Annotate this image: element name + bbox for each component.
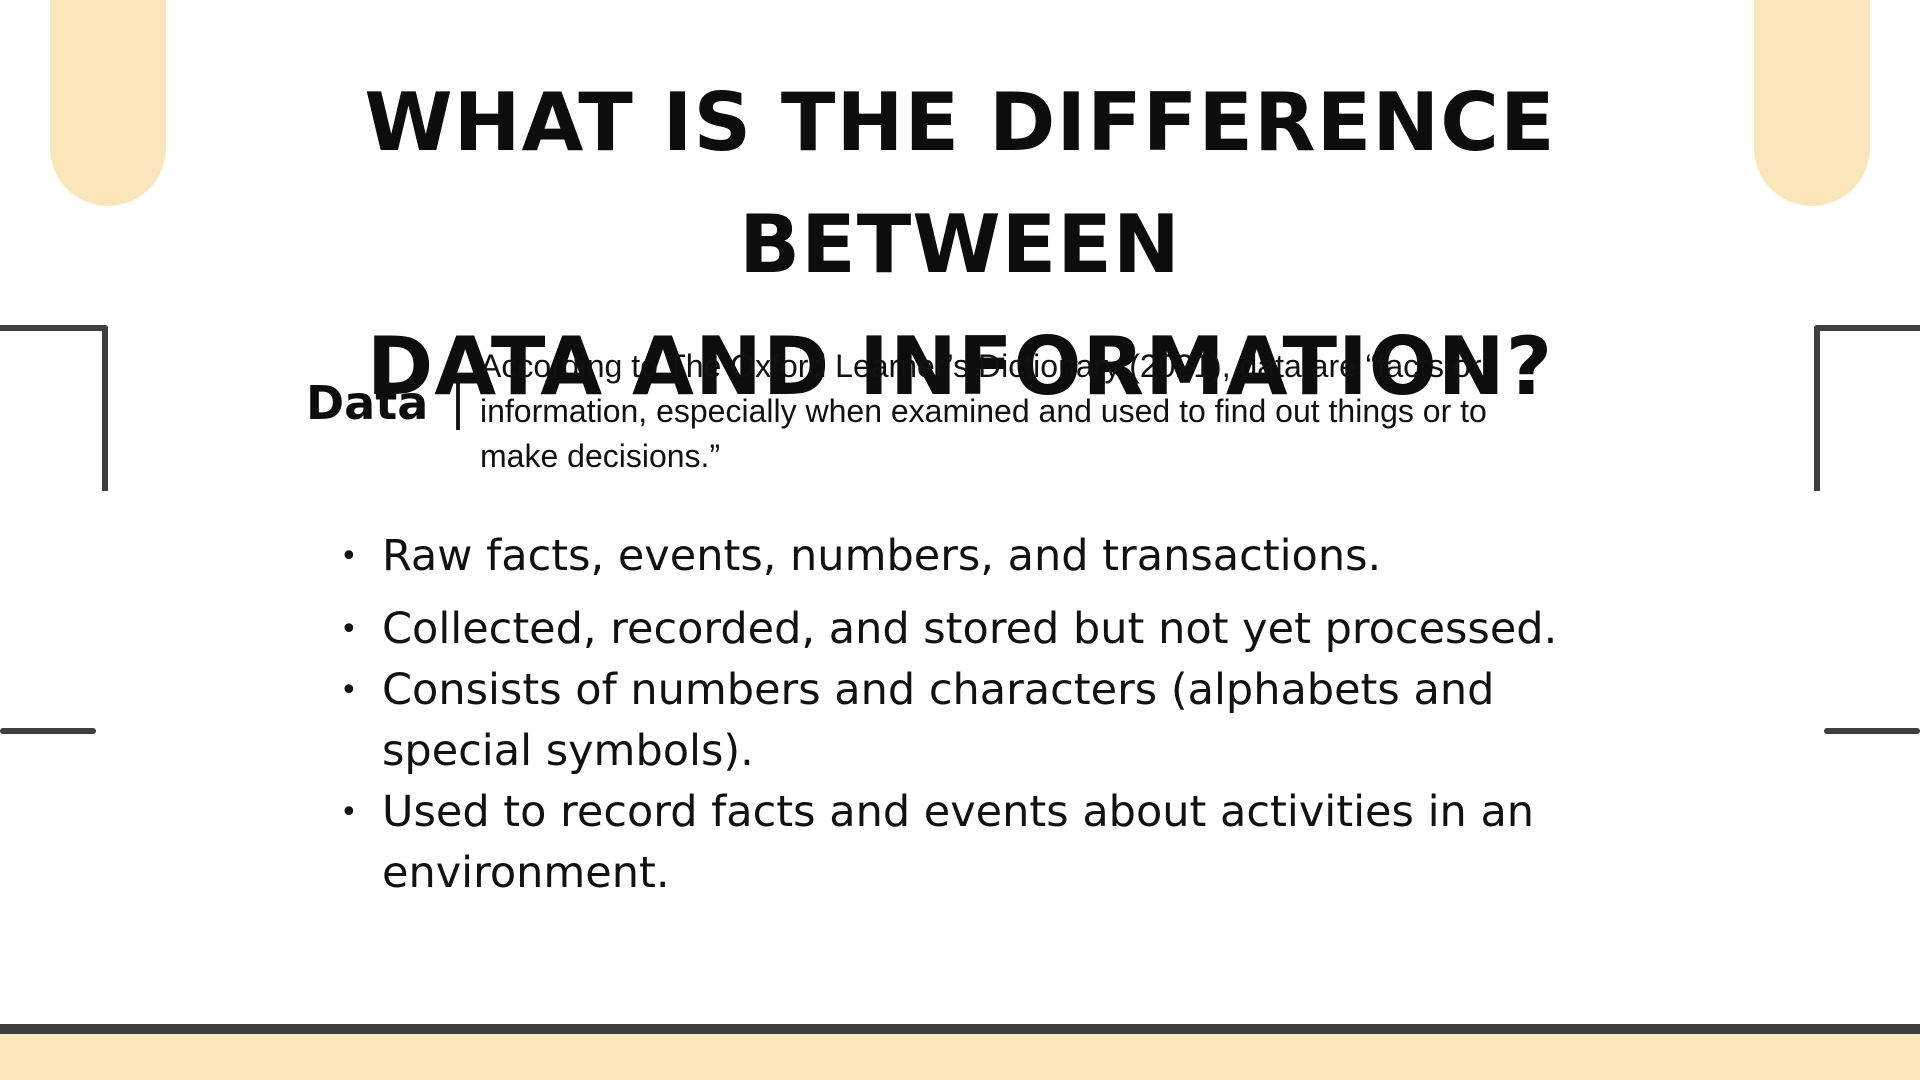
bottom-divider [0, 1024, 1920, 1034]
decorative-pill-right [1754, 0, 1870, 206]
term-heading: Data | [306, 376, 466, 430]
list-item: • Collected, recorded, and stored but no… [340, 599, 1640, 660]
frame-bracket-right-top [1814, 325, 1920, 491]
frame-bracket-left-top [0, 325, 108, 491]
list-item: • Raw facts, events, numbers, and transa… [340, 526, 1640, 587]
bullet-icon: • [340, 539, 358, 574]
frame-line-left-bottom [0, 728, 96, 734]
bullet-text: Consists of numbers and characters (alph… [382, 665, 1495, 776]
title-line-1: WHAT IS THE DIFFERENCE BETWEEN [364, 76, 1556, 291]
bullet-icon: • [340, 612, 358, 647]
bullet-icon: • [340, 795, 358, 830]
bullet-icon: • [340, 673, 358, 708]
slide-title: WHAT IS THE DIFFERENCE BETWEEN DATA AND … [160, 62, 1760, 428]
bullet-text: Collected, recorded, and stored but not … [382, 604, 1558, 654]
frame-line-right-bottom [1824, 728, 1920, 734]
bottom-band [0, 1034, 1920, 1080]
term-separator: | [450, 376, 466, 430]
definition-text: According to The Oxford Learner’s Dictio… [480, 348, 1487, 474]
bullet-list: • Raw facts, events, numbers, and transa… [340, 526, 1640, 904]
title-line-2: DATA AND INFORMATION? [366, 320, 1554, 413]
term-label: Data [306, 376, 429, 430]
decorative-pill-left [50, 0, 166, 206]
list-item: • Used to record facts and events about … [340, 782, 1640, 904]
bullet-text: Raw facts, events, numbers, and transact… [382, 531, 1382, 581]
list-item: • Consists of numbers and characters (al… [340, 660, 1640, 782]
bullet-text: Used to record facts and events about ac… [382, 787, 1535, 898]
